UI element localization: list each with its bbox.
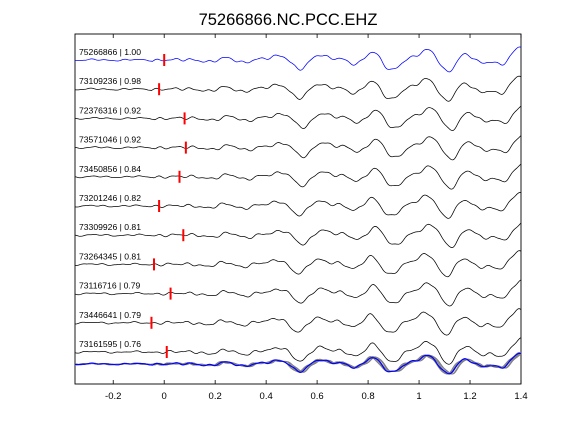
x-tick-label: 0: [162, 391, 167, 402]
trace-73116716: [74, 279, 522, 307]
x-tick-label: 0.4: [260, 391, 273, 402]
trace-label-73264345: 73264345 | 0.81: [79, 251, 141, 261]
trace-73264345: [74, 250, 522, 278]
trace-label-72376316: 72376316 | 0.92: [79, 105, 141, 115]
trace-label-73571046: 73571046 | 0.92: [79, 135, 141, 145]
x-tick-label: 1: [416, 391, 421, 402]
trace-label-73201246: 73201246 | 0.82: [79, 193, 141, 203]
x-tick-label: 1.2: [463, 391, 476, 402]
traces-layer: [74, 46, 522, 365]
trace-75266866: [74, 46, 522, 73]
x-tick-label: 0.6: [311, 391, 324, 402]
trace-label-73446641: 73446641 | 0.79: [79, 310, 141, 320]
x-tick-label: 0.8: [361, 391, 374, 402]
x-tick-label: 1.4: [514, 391, 527, 402]
x-tick-label: -0.2: [105, 391, 121, 402]
trace-label-73161595: 73161595 | 0.76: [79, 339, 141, 349]
overlay-stack: [74, 352, 522, 375]
trace-73309926: [74, 222, 522, 248]
x-axis-ticks: -0.2 0 0.2 0.4 0.6 0.8 1 1.2 1.4: [105, 34, 528, 402]
trace-labels: 75266866 | 1.00 73109236 | 0.98 72376316 |…: [79, 47, 141, 349]
trace-label-73450856: 73450856 | 0.84: [79, 164, 141, 174]
trace-72376316: [74, 105, 522, 131]
plot-frame: [74, 33, 522, 385]
picks-layer: [150, 54, 187, 358]
overlay-trace-master: [74, 352, 522, 375]
trace-73446641: [74, 308, 522, 336]
chart-title: 75266866.NC.PCC.EHZ: [199, 11, 378, 29]
trace-73109236: [74, 75, 522, 102]
trace-73571046: [74, 135, 522, 161]
x-tick-label: 0.2: [209, 391, 222, 402]
trace-label-73116716: 73116716 | 0.79: [79, 281, 141, 291]
trace-label-73309926: 73309926 | 0.81: [79, 222, 141, 232]
trace-73161595: [74, 337, 522, 365]
trace-label-75266866: 75266866 | 1.00: [79, 47, 141, 57]
trace-73450856: [74, 163, 522, 190]
trace-label-73109236: 73109236 | 0.98: [79, 76, 141, 86]
trace-73201246: [74, 192, 522, 219]
